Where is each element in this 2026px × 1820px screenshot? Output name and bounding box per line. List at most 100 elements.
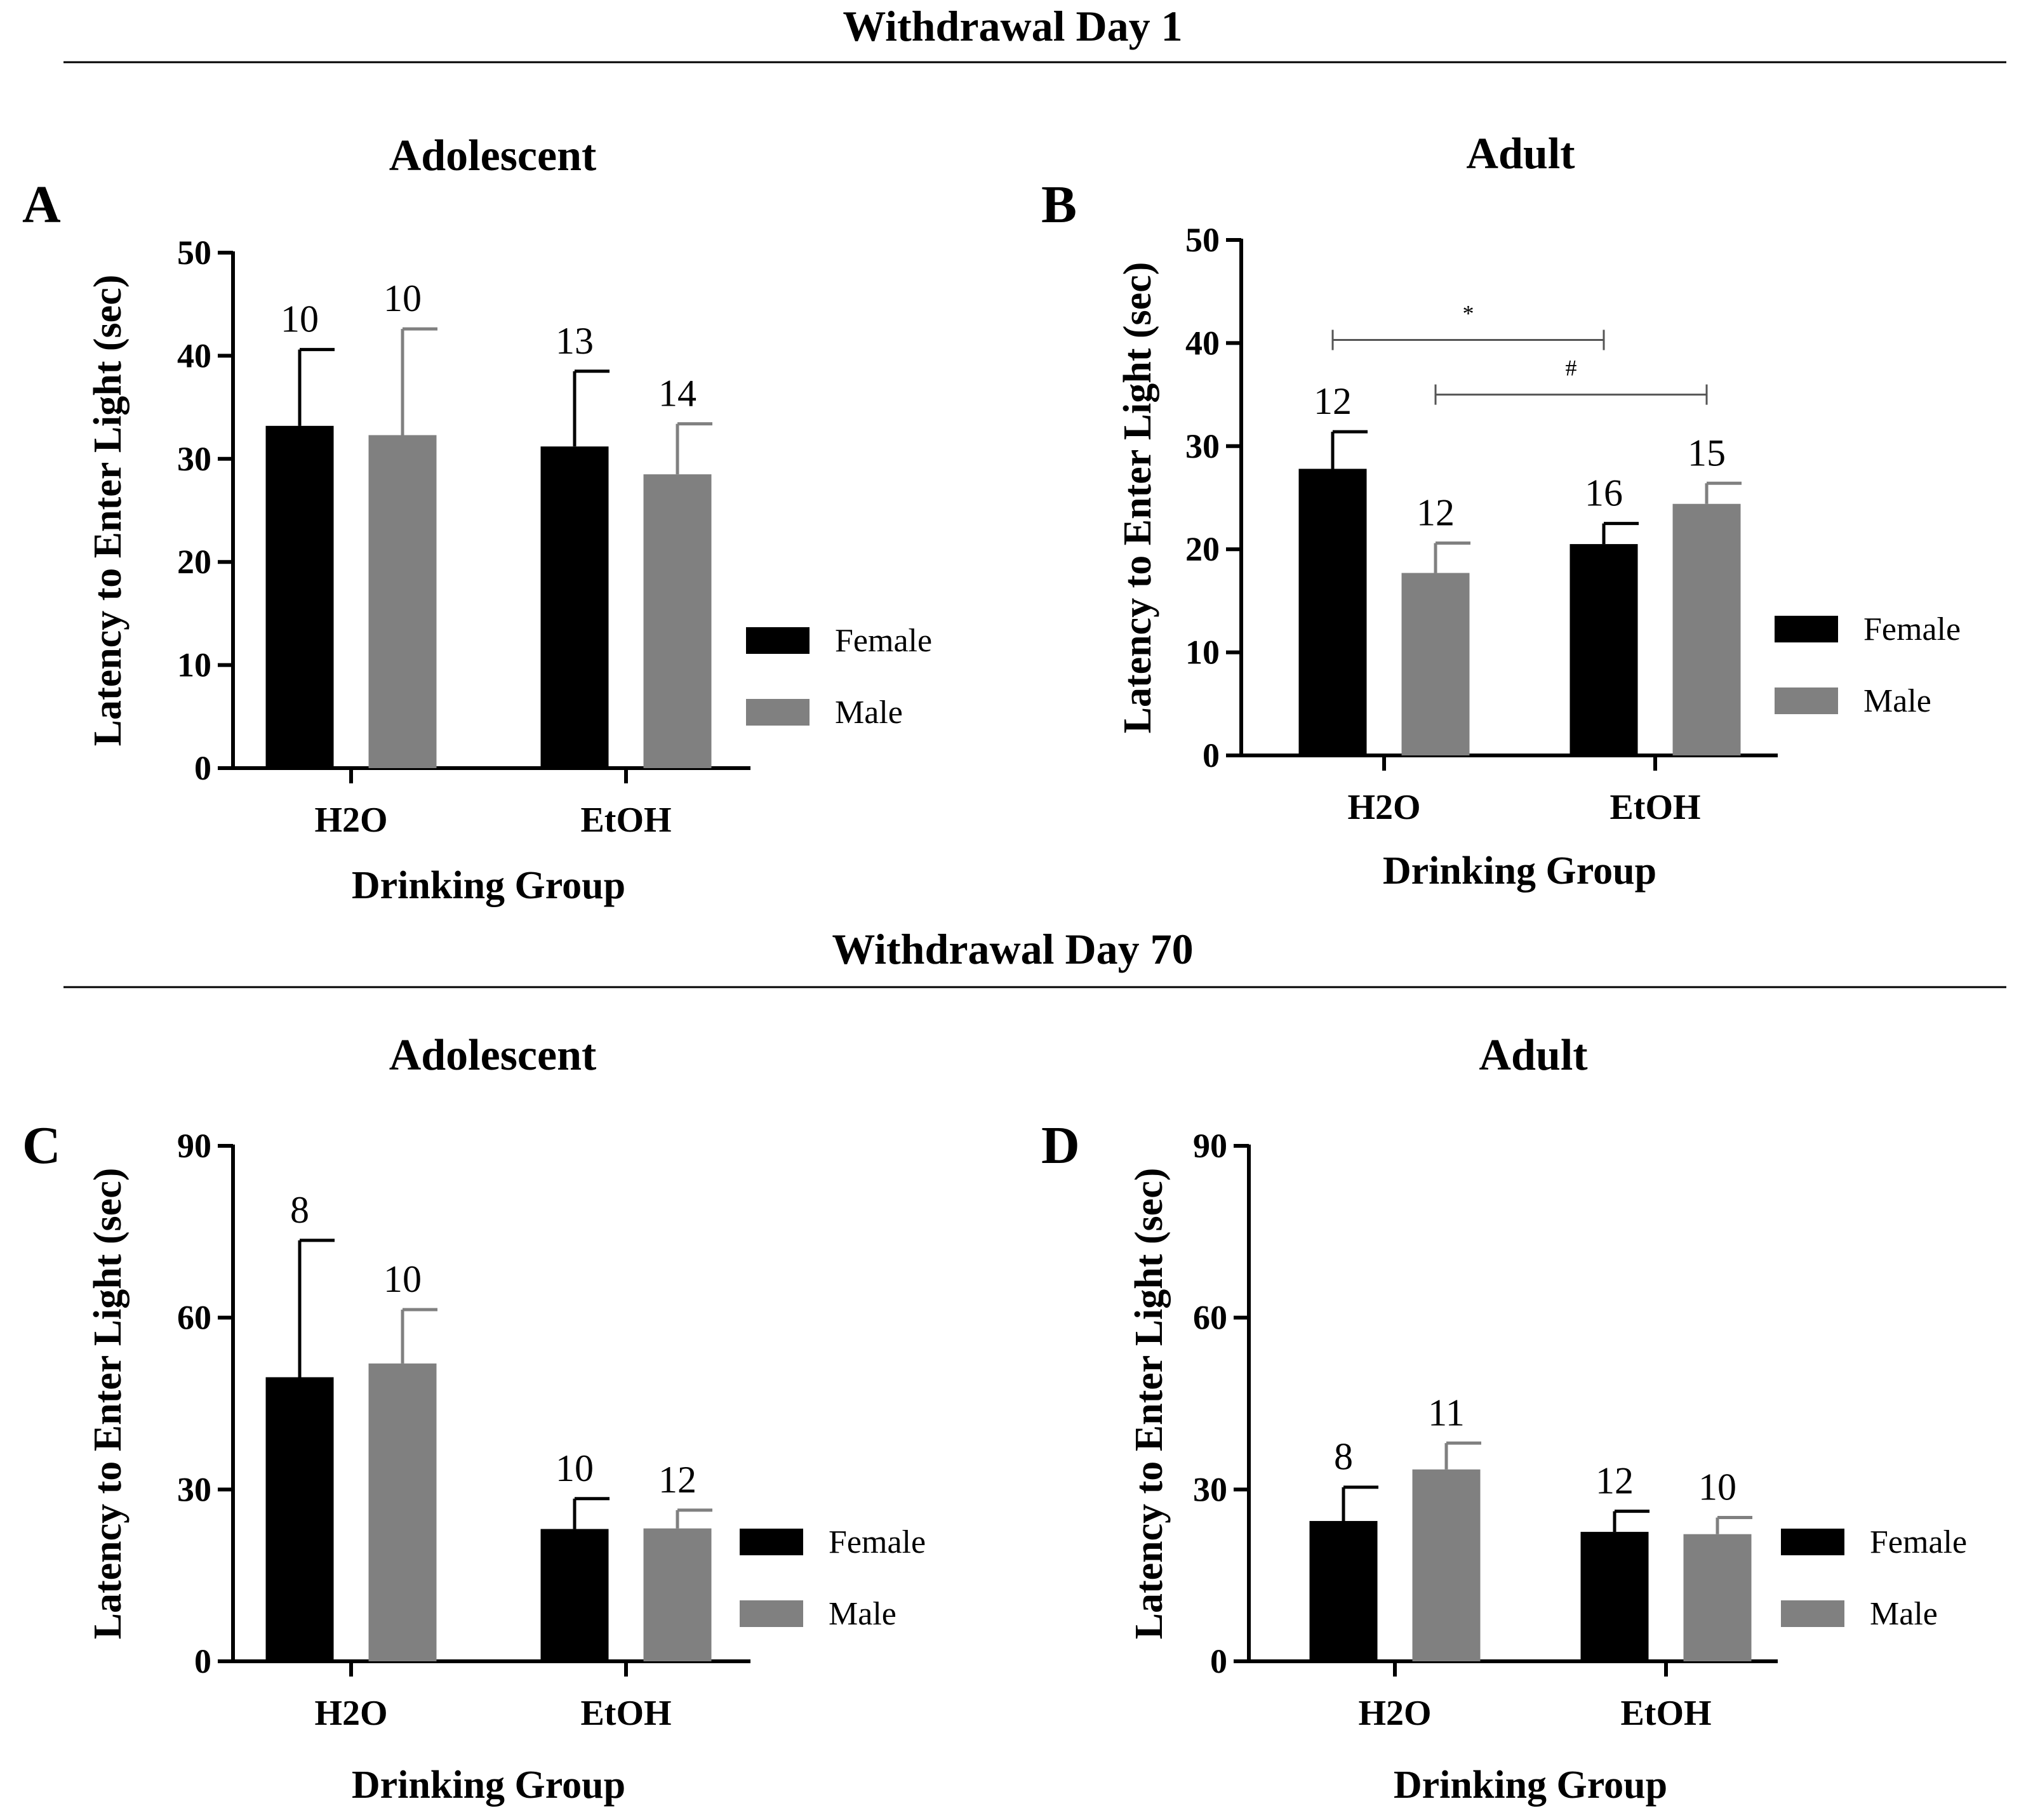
panel-d: Adult D 0 30 60 90 H2O EtOH 8 12 11 10 Female Male Lat… xyxy=(1041,1031,1967,1807)
y-tick-label-d: 60 xyxy=(1193,1299,1227,1337)
y-tick-label-a: 50 xyxy=(177,234,211,272)
legend-label-d: Female xyxy=(1870,1524,1967,1560)
y-tick-label-a: 0 xyxy=(194,749,211,787)
legend-label-a: Female xyxy=(835,623,932,659)
y-tick-label-b: 50 xyxy=(1185,221,1220,259)
y-tick-label-b: 20 xyxy=(1185,530,1220,568)
section-title-day70: Withdrawal Day 70 xyxy=(832,925,1193,973)
legend-swatch-a xyxy=(746,699,810,726)
x-tick-label-a: EtOH xyxy=(580,800,671,840)
panel-title-b: Adult xyxy=(1466,130,1575,178)
n-label-a: 10 xyxy=(281,298,319,340)
n-label-c: 10 xyxy=(383,1258,422,1300)
y-tick-label-d: 90 xyxy=(1193,1127,1227,1165)
bar-a xyxy=(643,474,712,768)
legend-label-a: Male xyxy=(835,694,903,731)
x-tick-label-b: H2O xyxy=(1347,788,1420,827)
y-tick-label-a: 20 xyxy=(177,543,211,581)
panel-title-d: Adult xyxy=(1479,1031,1587,1080)
legend-label-c: Female xyxy=(829,1524,926,1560)
n-label-a: 13 xyxy=(556,320,594,362)
sig-symbol-b: # xyxy=(1566,355,1577,381)
panel-letter-a: A xyxy=(22,175,61,234)
sig-symbol-b: * xyxy=(1463,301,1474,326)
bar-c xyxy=(643,1528,712,1661)
n-label-a: 10 xyxy=(383,277,422,319)
x-tick-label-c: EtOH xyxy=(580,1694,671,1733)
y-tick-label-b: 10 xyxy=(1185,634,1220,672)
legend-label-b: Female xyxy=(1863,611,1961,648)
legend-swatch-d xyxy=(1781,1529,1844,1555)
x-axis-label-c: Drinking Group xyxy=(352,1764,625,1807)
y-tick-label-b: 30 xyxy=(1185,427,1220,465)
y-axis-label-a: Latency to Enter Light (sec) xyxy=(86,275,130,747)
section-title-day1: Withdrawal Day 1 xyxy=(843,2,1182,50)
panel-a: Adolescent A 0 10 20 30 40 50 H2O EtOH 10 13 10 14 Fem… xyxy=(22,131,932,907)
y-tick-label-a: 40 xyxy=(177,336,211,375)
legend-swatch-b xyxy=(1775,687,1838,714)
y-tick-label-c: 0 xyxy=(194,1642,211,1680)
x-tick-label-a: H2O xyxy=(314,800,387,840)
x-tick-label-d: EtOH xyxy=(1620,1694,1711,1733)
bar-b xyxy=(1672,503,1741,755)
panel-c: Adolescent C 0 30 60 90 H2O EtOH 8 10 10 12 Female Ma… xyxy=(22,1031,926,1807)
x-tick-label-d: H2O xyxy=(1358,1694,1431,1733)
legend-swatch-b xyxy=(1775,616,1838,642)
y-tick-label-c: 60 xyxy=(177,1299,211,1337)
panel-b: Adult B 0 10 20 30 40 50 H2O EtOH 12 16 12 15 * # Female… xyxy=(1041,130,1961,893)
n-label-d: 12 xyxy=(1596,1460,1634,1502)
bar-d xyxy=(1683,1534,1752,1661)
y-tick-label-d: 0 xyxy=(1210,1642,1227,1680)
bar-d xyxy=(1580,1532,1649,1661)
n-label-b: 12 xyxy=(1416,491,1455,533)
n-label-d: 11 xyxy=(1428,1392,1465,1433)
y-tick-label-b: 40 xyxy=(1185,324,1220,362)
panel-letter-d: D xyxy=(1041,1116,1080,1175)
bar-c xyxy=(540,1529,609,1661)
bar-a xyxy=(368,435,437,768)
panel-title-a: Adolescent xyxy=(389,131,597,180)
y-axis-label-b: Latency to Enter Light (sec) xyxy=(1116,262,1159,734)
n-label-b: 12 xyxy=(1314,380,1352,422)
y-tick-label-a: 30 xyxy=(177,440,211,478)
y-axis-label-c: Latency to Enter Light (sec) xyxy=(86,1168,130,1640)
bar-d xyxy=(1309,1520,1378,1661)
panel-letter-c: C xyxy=(22,1116,61,1175)
bar-a xyxy=(540,446,609,768)
x-tick-label-b: EtOH xyxy=(1609,788,1700,827)
x-tick-label-c: H2O xyxy=(314,1694,387,1733)
y-tick-label-c: 90 xyxy=(177,1127,211,1165)
panel-title-c: Adolescent xyxy=(389,1031,597,1080)
legend-swatch-a xyxy=(746,627,810,654)
legend-label-b: Male xyxy=(1863,683,1931,719)
y-tick-label-d: 30 xyxy=(1193,1470,1227,1508)
n-label-c: 12 xyxy=(658,1459,696,1501)
n-label-c: 10 xyxy=(556,1447,594,1489)
bar-a xyxy=(265,425,334,768)
n-label-a: 14 xyxy=(658,373,696,415)
bar-b xyxy=(1569,544,1638,755)
n-label-c: 8 xyxy=(290,1189,309,1231)
y-tick-label-b: 0 xyxy=(1203,736,1220,774)
y-tick-label-c: 30 xyxy=(177,1470,211,1508)
legend-label-d: Male xyxy=(1870,1596,1938,1632)
n-label-d: 8 xyxy=(1334,1436,1353,1478)
legend-swatch-d xyxy=(1781,1600,1844,1627)
x-axis-label-b: Drinking Group xyxy=(1383,849,1656,893)
legend-label-c: Male xyxy=(829,1596,896,1632)
n-label-d: 10 xyxy=(1698,1466,1736,1508)
bar-c xyxy=(368,1363,437,1661)
x-axis-label-d: Drinking Group xyxy=(1394,1764,1667,1807)
bar-d xyxy=(1412,1469,1481,1661)
x-axis-label-a: Drinking Group xyxy=(352,864,625,907)
bar-b xyxy=(1298,468,1367,755)
y-axis-label-d: Latency to Enter Light (sec) xyxy=(1128,1168,1171,1640)
panel-letter-b: B xyxy=(1041,175,1077,234)
n-label-b: 15 xyxy=(1688,432,1726,474)
bar-c xyxy=(265,1377,334,1661)
n-label-b: 16 xyxy=(1585,472,1623,514)
legend-swatch-c xyxy=(740,1600,803,1627)
bar-b xyxy=(1401,573,1470,755)
y-tick-label-a: 10 xyxy=(177,646,211,684)
